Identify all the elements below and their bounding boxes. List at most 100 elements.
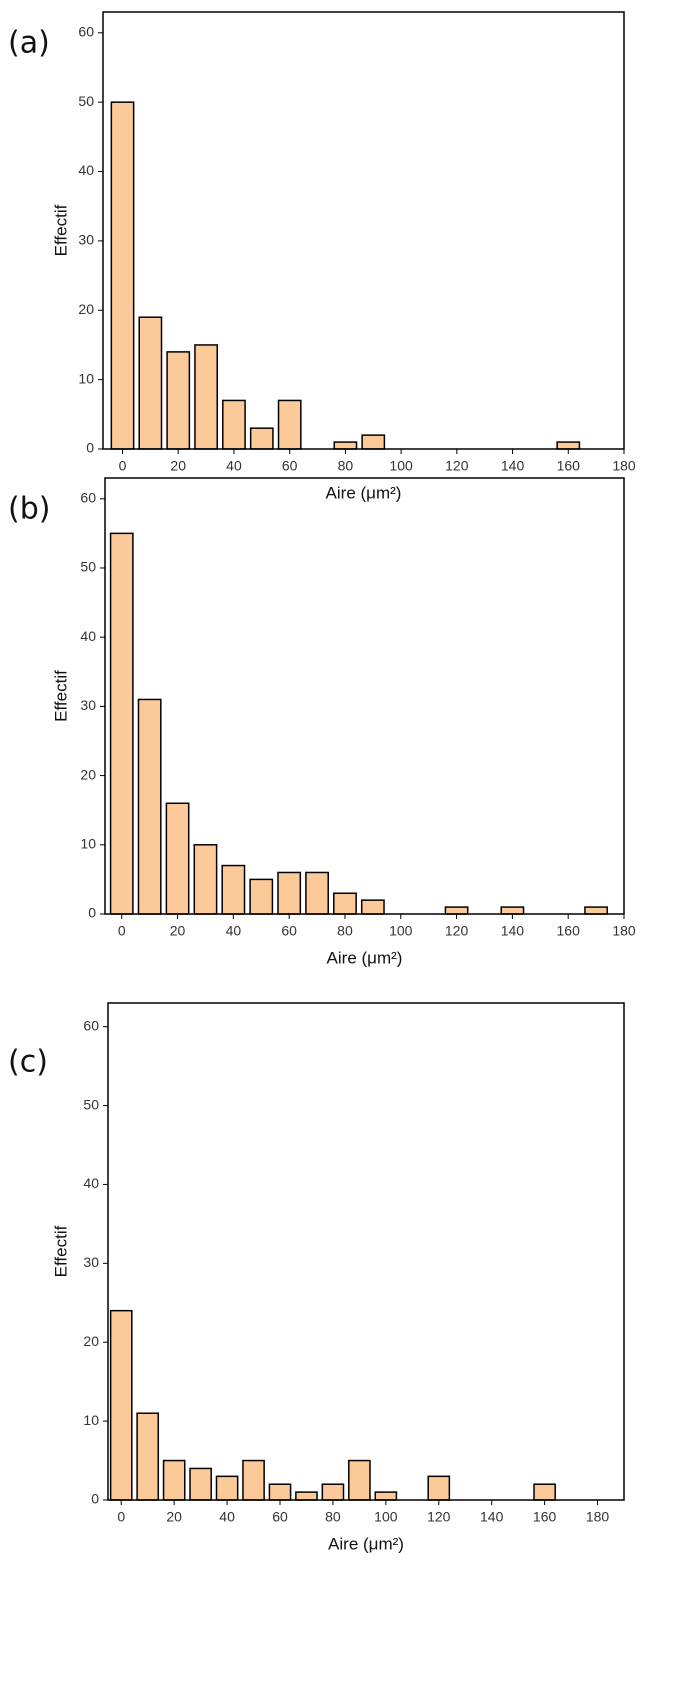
x-tick-label: 140 xyxy=(480,1509,504,1525)
panel-label: (a) xyxy=(8,26,50,61)
y-axis-label: Effectif xyxy=(51,204,70,256)
x-tick-label: 100 xyxy=(389,923,413,939)
x-tick-label: 20 xyxy=(170,458,186,474)
bar xyxy=(242,1459,265,1501)
bar xyxy=(305,871,329,915)
x-axis-label: Aire (μm²) xyxy=(326,483,402,502)
panel-label: (b) xyxy=(8,492,50,527)
y-tick-label: 50 xyxy=(80,559,96,575)
bar xyxy=(295,1491,318,1501)
bar xyxy=(444,906,469,915)
y-tick-label: 30 xyxy=(83,1254,99,1270)
bar xyxy=(110,101,135,450)
x-tick-label: 120 xyxy=(427,1509,451,1525)
panel-label: (c) xyxy=(8,1045,48,1080)
x-axis-label: Aire (μm²) xyxy=(328,1534,404,1553)
bar xyxy=(109,1309,133,1501)
x-tick-label: 0 xyxy=(119,458,127,474)
bar xyxy=(360,899,385,915)
bar xyxy=(249,427,274,450)
x-tick-label: 100 xyxy=(389,458,413,474)
y-tick-label: 0 xyxy=(88,905,96,921)
bar xyxy=(348,1459,371,1501)
y-tick-label: 60 xyxy=(80,489,96,505)
y-tick-label: 20 xyxy=(80,766,96,782)
y-axis-label: Effectif xyxy=(51,1225,70,1277)
x-tick-label: 0 xyxy=(118,923,126,939)
bar xyxy=(136,1412,160,1501)
bar xyxy=(584,906,609,915)
x-tick-label: 160 xyxy=(557,923,581,939)
x-tick-label: 140 xyxy=(501,458,525,474)
bar xyxy=(277,871,302,915)
x-tick-label: 180 xyxy=(586,1509,610,1525)
bar xyxy=(109,532,134,915)
y-tick-label: 20 xyxy=(83,1333,99,1349)
x-tick-label: 120 xyxy=(445,458,469,474)
x-tick-label: 40 xyxy=(226,458,242,474)
y-tick-label: 10 xyxy=(83,1412,99,1428)
y-tick-label: 40 xyxy=(78,162,94,178)
y-axis-label: Effectif xyxy=(51,670,70,722)
bar xyxy=(333,892,357,915)
bar xyxy=(556,441,581,450)
x-tick-label: 120 xyxy=(445,923,469,939)
bar xyxy=(222,399,246,450)
x-tick-label: 180 xyxy=(612,923,636,939)
x-tick-label: 100 xyxy=(374,1509,398,1525)
bar xyxy=(165,802,190,915)
bar xyxy=(321,1483,345,1501)
x-tick-label: 40 xyxy=(226,923,242,939)
x-tick-label: 160 xyxy=(557,458,581,474)
x-tick-label: 80 xyxy=(337,923,353,939)
x-tick-label: 0 xyxy=(117,1509,125,1525)
bar xyxy=(374,1491,398,1501)
bar xyxy=(533,1483,556,1501)
y-tick-label: 50 xyxy=(83,1096,99,1112)
x-tick-label: 140 xyxy=(501,923,525,939)
y-tick-label: 10 xyxy=(80,835,96,851)
y-tick-label: 0 xyxy=(86,440,94,456)
bar xyxy=(249,878,274,915)
y-tick-label: 40 xyxy=(83,1175,99,1191)
x-tick-label: 60 xyxy=(272,1509,288,1525)
x-tick-label: 80 xyxy=(325,1509,341,1525)
x-tick-label: 40 xyxy=(219,1509,235,1525)
bar xyxy=(361,434,386,450)
y-tick-label: 30 xyxy=(78,232,94,248)
y-tick-label: 60 xyxy=(83,1017,99,1033)
bar xyxy=(221,864,246,915)
x-tick-label: 60 xyxy=(282,458,298,474)
bar xyxy=(500,906,525,915)
y-tick-label: 40 xyxy=(80,628,96,644)
y-tick-label: 60 xyxy=(78,24,94,40)
x-tick-label: 20 xyxy=(166,1509,182,1525)
y-tick-label: 20 xyxy=(78,301,94,317)
x-axis-label: Aire (μm²) xyxy=(327,948,403,967)
bar xyxy=(194,344,218,450)
x-tick-label: 20 xyxy=(170,923,186,939)
bar xyxy=(137,698,162,915)
x-tick-label: 180 xyxy=(612,458,636,474)
bar xyxy=(166,351,191,450)
bar xyxy=(268,1483,292,1501)
x-tick-label: 80 xyxy=(338,458,354,474)
bar xyxy=(138,316,163,450)
bar xyxy=(277,399,302,450)
plot-frame xyxy=(102,11,625,450)
y-tick-label: 50 xyxy=(78,93,94,109)
x-tick-label: 60 xyxy=(281,923,297,939)
bar xyxy=(162,1459,186,1501)
y-tick-label: 0 xyxy=(91,1491,99,1507)
bar xyxy=(189,1467,212,1501)
y-tick-label: 10 xyxy=(78,370,94,386)
bar xyxy=(333,441,358,450)
x-tick-label: 160 xyxy=(533,1509,557,1525)
bar xyxy=(193,844,218,915)
plot-frame xyxy=(104,477,625,915)
plot-frame xyxy=(107,1002,625,1501)
bar xyxy=(427,1475,451,1501)
bar xyxy=(215,1475,239,1501)
